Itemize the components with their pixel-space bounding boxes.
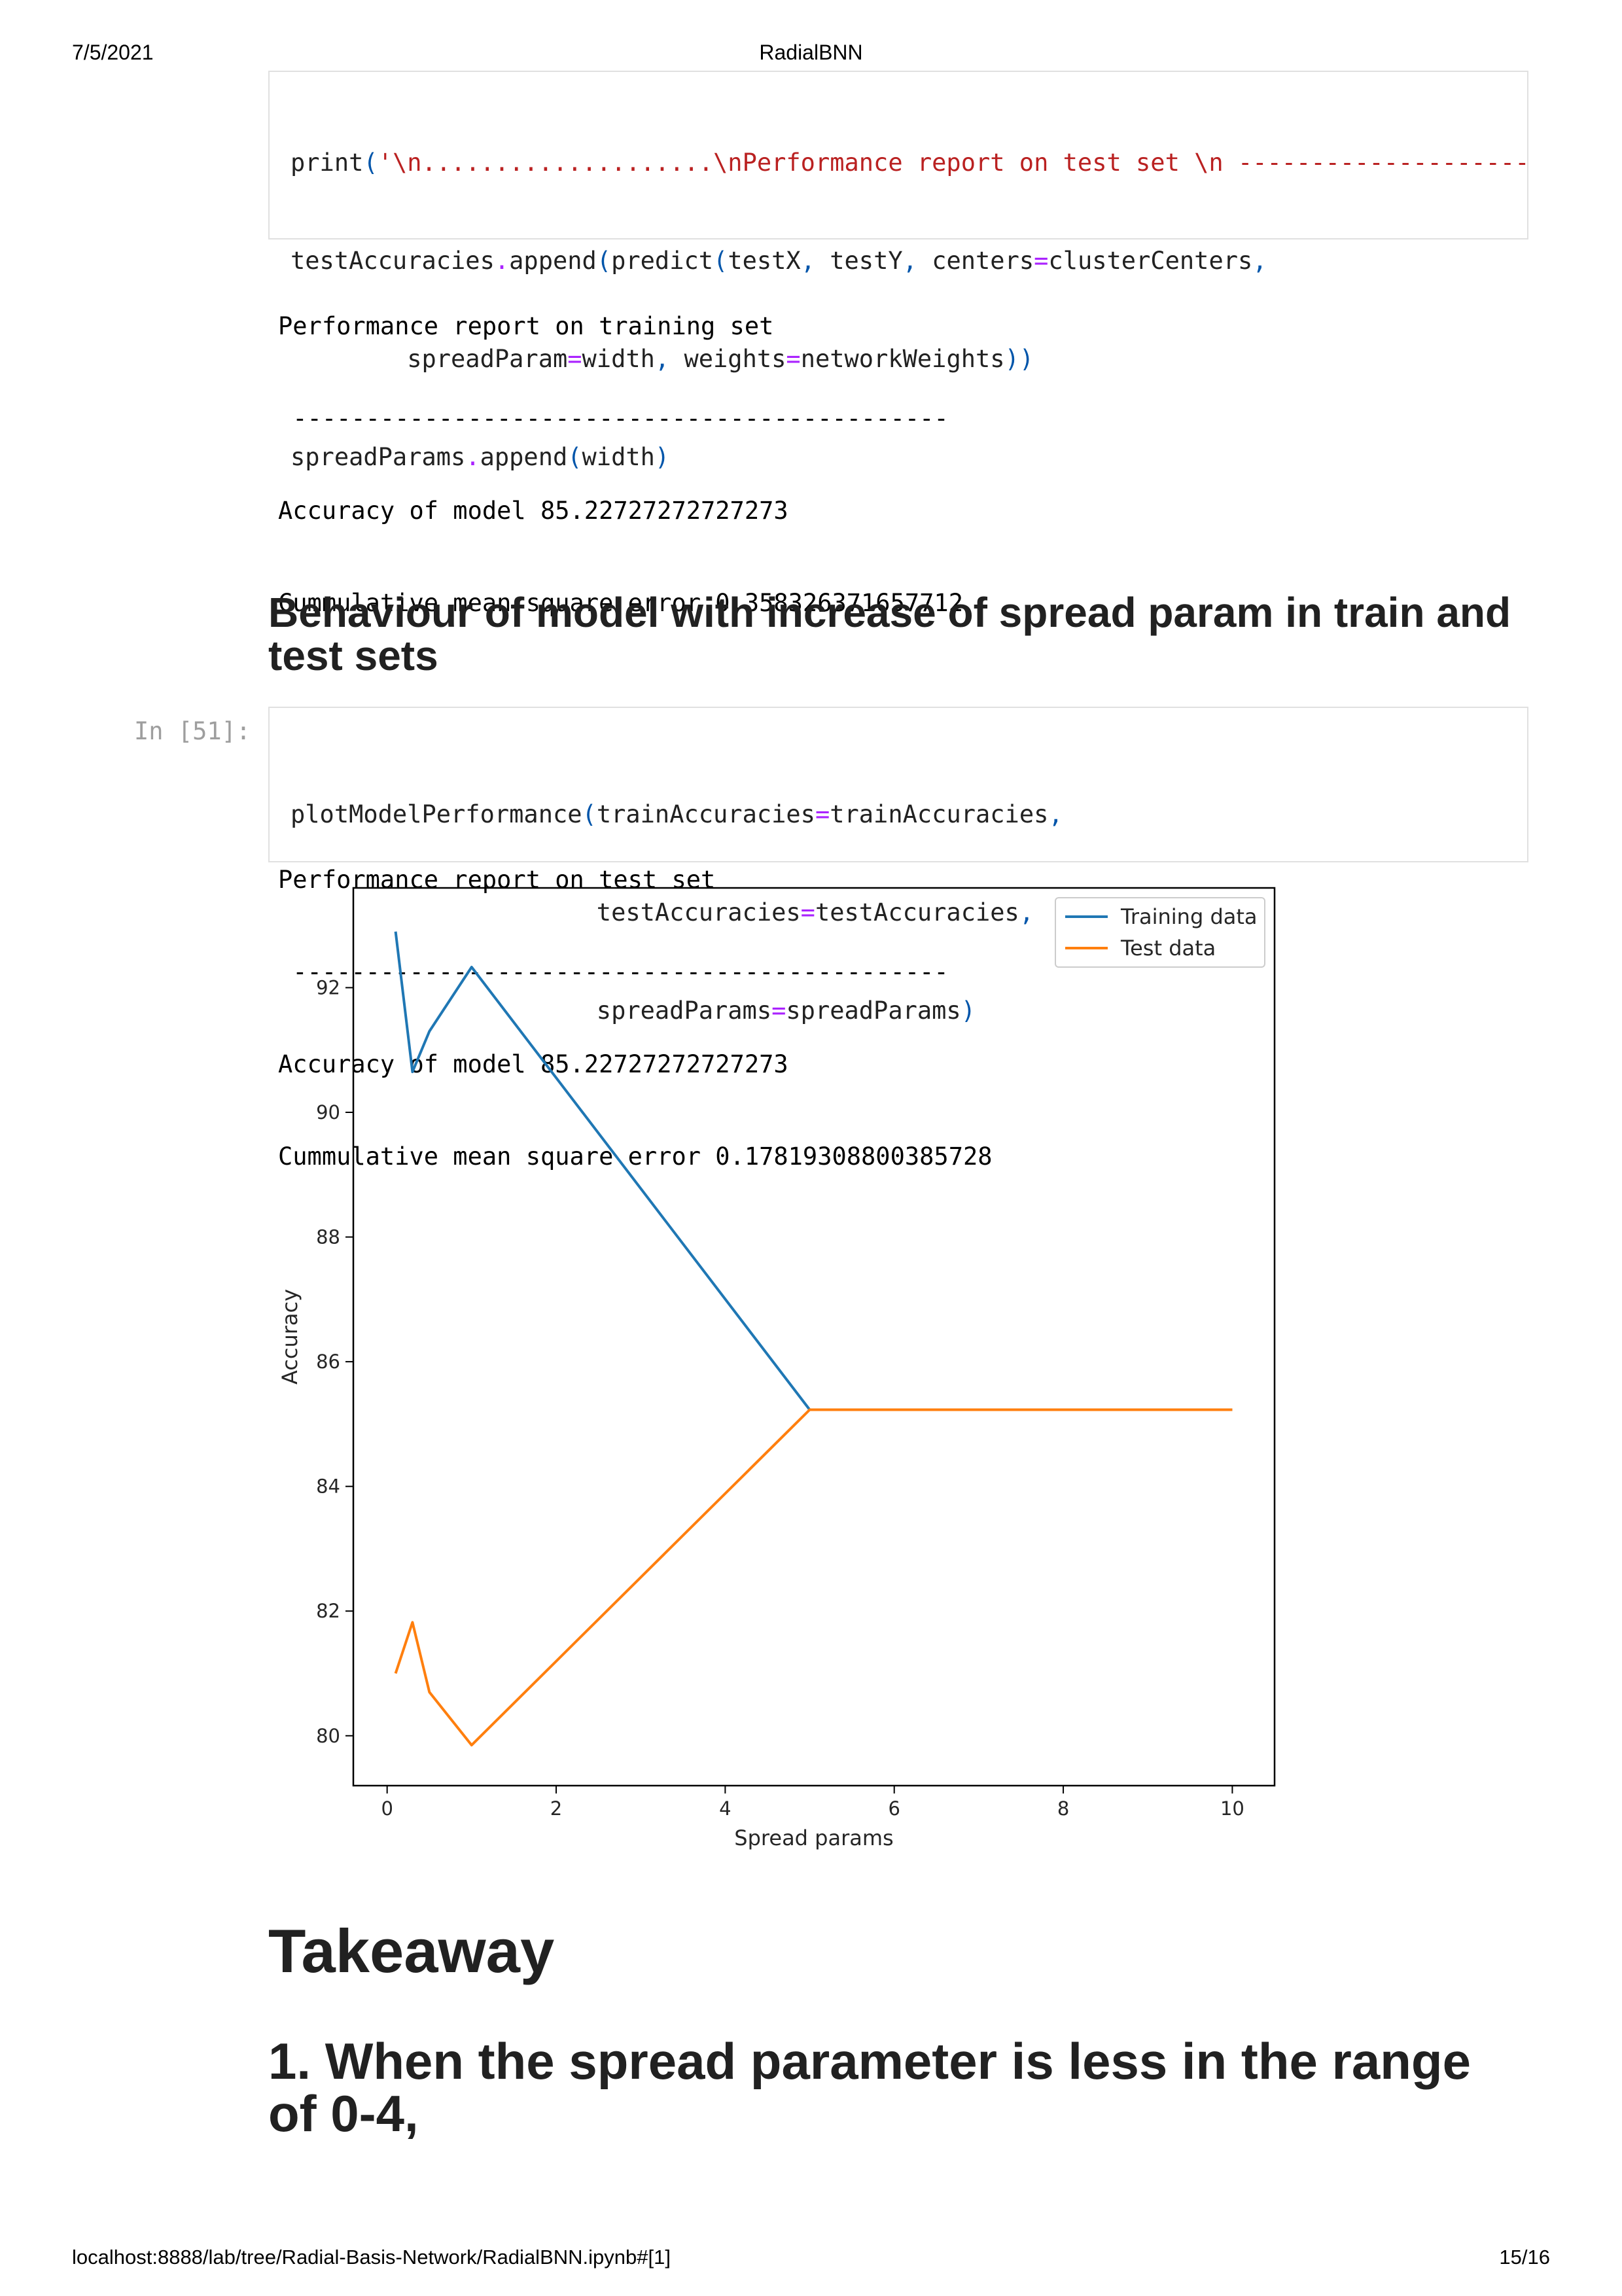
code-token: spreadParams [291, 443, 466, 471]
x-tick-label: 4 [719, 1797, 731, 1820]
y-tick-label: 88 [316, 1226, 340, 1248]
code-token: , [654, 345, 670, 373]
x-tick-label: 2 [550, 1797, 562, 1820]
code-token: ) [961, 997, 976, 1025]
plot-area-frame [352, 887, 1276, 1787]
code-token: testX [728, 247, 801, 275]
accuracy-line-chart: 0 2 4 6 8 10 80 82 84 86 88 90 92 Spread params Accu… [277, 887, 1276, 1850]
code-token: spreadParams [786, 997, 961, 1025]
code-token: append [509, 247, 597, 275]
code-line: testAccuracies=testAccuracies, [291, 896, 1063, 929]
code-token: spreadParams [291, 997, 772, 1025]
code-token: testAccuracies [815, 898, 1019, 927]
code-line: spreadParams.append(width) [291, 441, 1529, 474]
code-operator: = [771, 997, 786, 1025]
code-token: centers [917, 247, 1034, 275]
code-token: print [291, 149, 364, 177]
code-token: append [480, 443, 568, 471]
code-token: testAccuracies [291, 247, 495, 275]
code-token: testY [815, 247, 903, 275]
code-line: spreadParams=spreadParams) [291, 995, 1063, 1027]
print-url: localhost:8888/lab/tree/Radial-Basis-Net… [72, 2246, 671, 2269]
code-token: , [1252, 247, 1267, 275]
code-token: ( [582, 800, 597, 828]
code-token: ) [654, 443, 670, 471]
legend-label-training: Training data [1120, 904, 1258, 929]
code-operator: = [567, 345, 582, 373]
print-title: RadialBNN [759, 41, 863, 64]
code-operator: . [465, 443, 480, 471]
code-line: print('\n....................\nPerforman… [291, 147, 1529, 179]
training-data-line [394, 931, 1233, 1411]
y-tick-label: 90 [316, 1101, 340, 1123]
code-operator: . [494, 247, 510, 275]
code-token: plotModelPerformance [291, 800, 582, 828]
x-tick-label: 8 [1057, 1797, 1069, 1820]
code-token: ( [713, 247, 728, 275]
code-token: predict [611, 247, 714, 275]
page-number: 15/16 [1499, 2246, 1550, 2269]
code-line: spreadParam=width, weights=networkWeight… [291, 343, 1529, 376]
output-line: Accuracy of model 85.22727272727273 [278, 1050, 788, 1078]
code-cell-2-source[interactable]: plotModelPerformance(trainAccuracies=tra… [291, 733, 1063, 1093]
legend-box [1055, 897, 1265, 968]
section-heading: Behaviour of model with increase of spre… [268, 589, 1511, 679]
code-token: ( [567, 443, 582, 471]
code-cell-2[interactable]: plotModelPerformance(trainAccuracies=tra… [268, 707, 1528, 1025]
y-tick-label: 82 [316, 1600, 340, 1622]
takeaway-heading: Takeaway [268, 1916, 555, 1985]
code-token: , [902, 247, 917, 275]
x-tick-label: 0 [381, 1797, 393, 1820]
code-operator: = [800, 898, 815, 927]
output-line: ----------------------------------------… [278, 404, 949, 433]
code-operator: = [1034, 247, 1049, 275]
legend-label-test: Test data [1120, 936, 1216, 961]
code-token: width [582, 345, 655, 373]
code-token: )) [1004, 345, 1034, 373]
x-axis-label: Spread params [734, 1826, 893, 1850]
output-line: Cummulative mean square error 0.35832637… [278, 589, 963, 617]
code-token: networkWeights [800, 345, 1005, 373]
code-line: plotModelPerformance(trainAccuracies=tra… [291, 798, 1063, 831]
code-token: clusterCenters [1048, 247, 1253, 275]
output-line: Performance report on test set [278, 866, 716, 894]
code-token: , [1048, 800, 1063, 828]
y-tick-label: 92 [316, 976, 340, 998]
y-tick-label: 86 [316, 1351, 340, 1373]
output-line [278, 680, 993, 711]
code-token: , [800, 247, 815, 275]
code-operator: = [786, 345, 801, 373]
x-tick-label: 10 [1220, 1797, 1244, 1820]
code-token: width [582, 443, 655, 471]
code-token: trainAccuracies [830, 800, 1049, 828]
code-string: '\n....................\nPerformance rep… [378, 149, 1530, 177]
code-token: , [1019, 898, 1034, 927]
output-line: Performance report on training set [278, 312, 774, 340]
output-line: Cummulative mean square error 0.17819308… [278, 1142, 993, 1171]
y-tick-label: 80 [316, 1725, 340, 1747]
code-token: ( [363, 149, 378, 177]
x-tick-label: 6 [888, 1797, 900, 1820]
code-cell-1-source[interactable]: print('\n....................\nPerforman… [291, 81, 1529, 539]
input-prompt: In [51]: [134, 717, 251, 745]
print-date: 7/5/2021 [72, 41, 154, 64]
output-line: Accuracy of model 85.22727272727273 [278, 497, 788, 525]
code-token: spreadParam [291, 345, 568, 373]
code-token: ( [596, 247, 612, 275]
code-token: trainAccuracies [596, 800, 815, 828]
chart-legend: Training data Test data [1055, 897, 1265, 968]
code-operator: = [815, 800, 830, 828]
code-line: testAccuracies.append(predict(testX, tes… [291, 245, 1529, 277]
y-axis-label: Accuracy [277, 1289, 302, 1385]
code-cell-1[interactable]: print('\n....................\nPerforman… [268, 71, 1529, 471]
code-token: testAccuracies [291, 898, 801, 927]
takeaway-point-1: 1. When the spread parameter is less in … [268, 2032, 1471, 2142]
code-token: weights [669, 345, 786, 373]
y-tick-label: 84 [316, 1475, 340, 1498]
test-data-line [394, 1408, 1233, 1747]
